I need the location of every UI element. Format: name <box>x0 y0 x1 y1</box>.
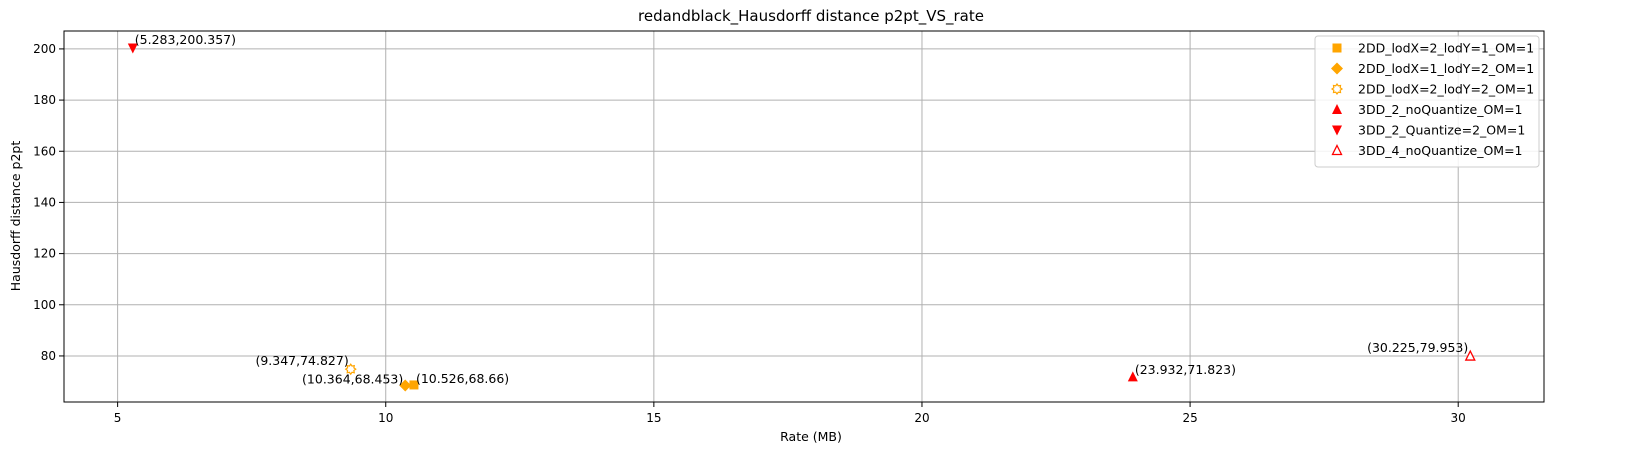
legend-marker <box>1330 82 1344 96</box>
chart-title: redandblack_Hausdorff distance p2pt_VS_r… <box>638 7 984 26</box>
x-tick-label: 30 <box>1451 411 1466 425</box>
y-tick-label: 160 <box>33 144 56 158</box>
y-axis-label: Hausdorff distance p2pt <box>8 141 23 292</box>
y-tick-label: 140 <box>33 195 56 209</box>
x-tick-label: 10 <box>378 411 393 425</box>
x-tick-label: 5 <box>114 411 122 425</box>
data-point <box>344 363 357 376</box>
data-point <box>1464 349 1476 361</box>
data-label: (10.364,68.453) <box>302 371 403 386</box>
x-tick-label: 25 <box>1182 411 1197 425</box>
data-label: (23.932,71.823) <box>1135 362 1236 377</box>
x-axis-label: Rate (MB) <box>780 429 842 444</box>
data-label: (9.347,74.827) <box>255 353 348 368</box>
legend-marker <box>1332 43 1342 53</box>
y-tick-label: 200 <box>33 42 56 56</box>
data-points: (10.526,68.66) (10.364,68.453) (9.347,74.8… <box>127 32 1476 392</box>
legend-entry: 2DD_lodX=2_lodY=1_OM=1 <box>1358 41 1534 56</box>
y-tick-label: 100 <box>33 298 56 312</box>
legend-marker <box>1331 62 1343 75</box>
y-tick-label: 120 <box>33 247 56 261</box>
data-label: (30.225,79.953) <box>1367 340 1468 355</box>
data-point <box>127 43 138 54</box>
data-point <box>1127 371 1138 382</box>
y-axis-ticks: 80 100 120 140 160 180 200 <box>33 42 64 363</box>
legend-marker <box>1332 104 1342 114</box>
legend-marker <box>1332 125 1342 136</box>
data-point <box>409 380 419 390</box>
data-label: (10.526,68.66) <box>416 371 509 386</box>
legend-marker <box>1331 144 1343 156</box>
plot-frame <box>63 30 1545 403</box>
legend-entry: 2DD_lodX=2_lodY=2_OM=1 <box>1358 82 1534 97</box>
legend-entry: 3DD_4_noQuantize_OM=1 <box>1358 143 1523 158</box>
legend-entry: 2DD_lodX=1_lodY=2_OM=1 <box>1358 61 1534 76</box>
legend-entry: 3DD_2_noQuantize_OM=1 <box>1358 102 1523 117</box>
x-tick-label: 15 <box>646 411 661 425</box>
x-axis-ticks: 5 10 15 20 25 30 <box>114 402 1466 425</box>
legend: 2DD_lodX=2_lodY=1_OM=1 2DD_lodX=1_lodY=2_… <box>1314 35 1540 168</box>
y-tick-label: 80 <box>41 349 56 363</box>
data-label: (5.283,200.357) <box>135 32 236 47</box>
data-point <box>399 379 412 392</box>
y-tick-label: 180 <box>33 93 56 107</box>
legend-box <box>1314 35 1540 168</box>
legend-entry: 3DD_2_Quantize=2_OM=1 <box>1358 123 1525 138</box>
x-tick-label: 20 <box>914 411 929 425</box>
